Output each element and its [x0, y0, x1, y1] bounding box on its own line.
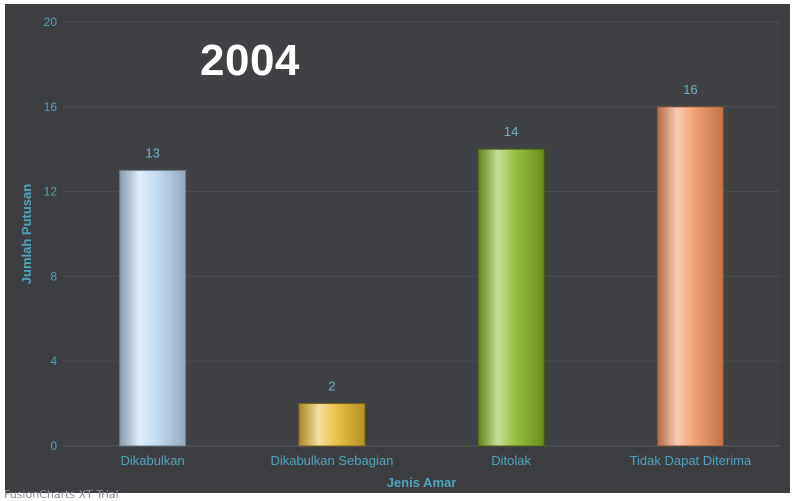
x-tick-label: Tidak Dapat Diterima: [630, 453, 752, 468]
bar: [477, 148, 545, 447]
x-tick-label: Ditolak: [491, 453, 531, 468]
bar: [119, 169, 187, 447]
data-label: 14: [504, 124, 518, 139]
y-tick-label: 0: [50, 439, 57, 453]
data-label: 16: [683, 82, 697, 97]
y-tick-label: 4: [50, 354, 57, 368]
data-label: 13: [145, 145, 159, 160]
year-title: 2004: [200, 36, 300, 85]
y-tick-label: 8: [50, 269, 57, 283]
data-label: 2: [328, 379, 335, 394]
y-axis-title: Jumlah Putusan: [19, 184, 34, 284]
x-tick-label: Dikabulkan: [120, 453, 184, 468]
bar: [298, 403, 366, 447]
bar: [656, 106, 724, 447]
y-tick-label: 20: [44, 15, 58, 29]
y-tick-label: 16: [44, 100, 58, 114]
x-axis-title: Jenis Amar: [387, 475, 457, 490]
y-tick-label: 12: [44, 185, 58, 199]
watermark-text: FusionCharts XT Trial: [4, 488, 119, 501]
x-tick-label: Dikabulkan Sebagian: [270, 453, 393, 468]
